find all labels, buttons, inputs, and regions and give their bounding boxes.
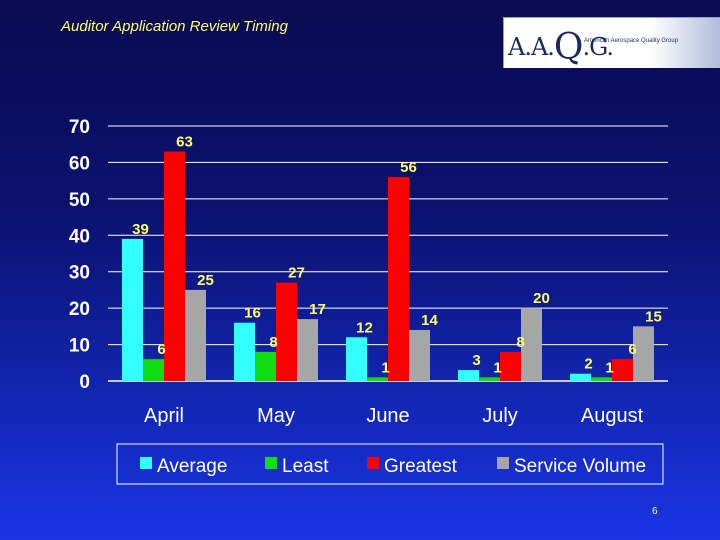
legend-label: Greatest (384, 456, 458, 477)
data-label: 2 (584, 356, 592, 373)
data-label: 3 (472, 352, 480, 369)
bar-service-volume (521, 308, 542, 381)
data-label: 8 (269, 334, 277, 351)
bar-least (143, 359, 164, 381)
bar-greatest (276, 282, 297, 381)
bar-least (255, 351, 276, 381)
logo-mark-prefix: A.A. (508, 33, 555, 61)
data-label: 56 (400, 159, 417, 176)
data-label: 17 (309, 301, 326, 318)
bar-greatest (164, 151, 185, 381)
x-axis-categories: April May June July August (144, 405, 644, 427)
bar-greatest (500, 351, 521, 381)
legend-swatch (265, 457, 277, 469)
logo-gradient (650, 18, 720, 68)
company-logo: A.A.Q.G. American Aerospace Quality Grou… (503, 17, 720, 68)
legend-label: Average (157, 456, 227, 477)
bar-greatest (388, 177, 409, 381)
x-category-label: August (581, 405, 644, 427)
data-label: 16 (244, 305, 261, 322)
logo-mark: A.A.Q.G. (508, 23, 614, 68)
bar-service-volume (185, 289, 206, 381)
logo-mark-suffix: .G. (582, 33, 614, 61)
bars (122, 151, 654, 381)
x-category-label: May (257, 405, 295, 427)
legend-label: Service Volume (514, 456, 646, 477)
legend-label: Least (282, 456, 329, 477)
legend-swatch (497, 457, 509, 469)
bar-service-volume (297, 319, 318, 381)
bar-service-volume (633, 326, 654, 381)
data-label: 8 (516, 334, 524, 351)
bar-least (367, 377, 388, 381)
legend: Average Least Greatest Service Volume (116, 443, 664, 485)
data-label: 6 (157, 341, 165, 358)
bar-average (570, 373, 591, 381)
y-tick-label: 40 (69, 226, 90, 247)
legend-swatch (367, 457, 379, 469)
y-tick-label: 0 (79, 372, 90, 393)
data-label: 1 (381, 359, 389, 376)
y-tick-label: 50 (69, 190, 90, 211)
bar-least (591, 377, 612, 381)
data-label: 27 (288, 265, 305, 282)
logo-mark-q: Q (553, 27, 583, 68)
y-tick-label: 10 (69, 336, 90, 357)
data-label: 1 (493, 359, 501, 376)
y-tick-label: 70 (69, 117, 90, 138)
y-tick-label: 30 (69, 263, 90, 284)
data-label: 6 (628, 341, 636, 358)
bar-greatest (612, 359, 633, 381)
data-label: 12 (356, 319, 373, 336)
bar-service-volume (409, 330, 430, 381)
logo-subtitle: American Aerospace Quality Group (584, 38, 679, 44)
data-label: 15 (645, 308, 662, 325)
data-label: 25 (197, 272, 214, 289)
data-label: 20 (533, 290, 550, 307)
x-category-label: April (144, 405, 184, 427)
data-label: 1 (605, 359, 613, 376)
slide-title: Auditor Application Review Timing (61, 18, 288, 35)
y-axis-ticks: 0 10 20 30 40 50 60 70 (69, 117, 90, 393)
bar-average (458, 370, 479, 381)
y-tick-label: 20 (69, 299, 90, 320)
data-label: 39 (132, 221, 149, 238)
bar-least (479, 377, 500, 381)
bar-average (234, 322, 255, 381)
x-category-label: June (366, 405, 409, 427)
x-category-label: July (482, 405, 518, 427)
data-label: 14 (421, 312, 438, 329)
bar-average (346, 337, 367, 381)
legend-box (116, 443, 664, 485)
legend-swatch (140, 457, 152, 469)
page-number: 6 (652, 506, 658, 517)
data-label: 63 (176, 134, 193, 151)
bar-average (122, 238, 143, 381)
y-tick-label: 60 (69, 153, 90, 174)
